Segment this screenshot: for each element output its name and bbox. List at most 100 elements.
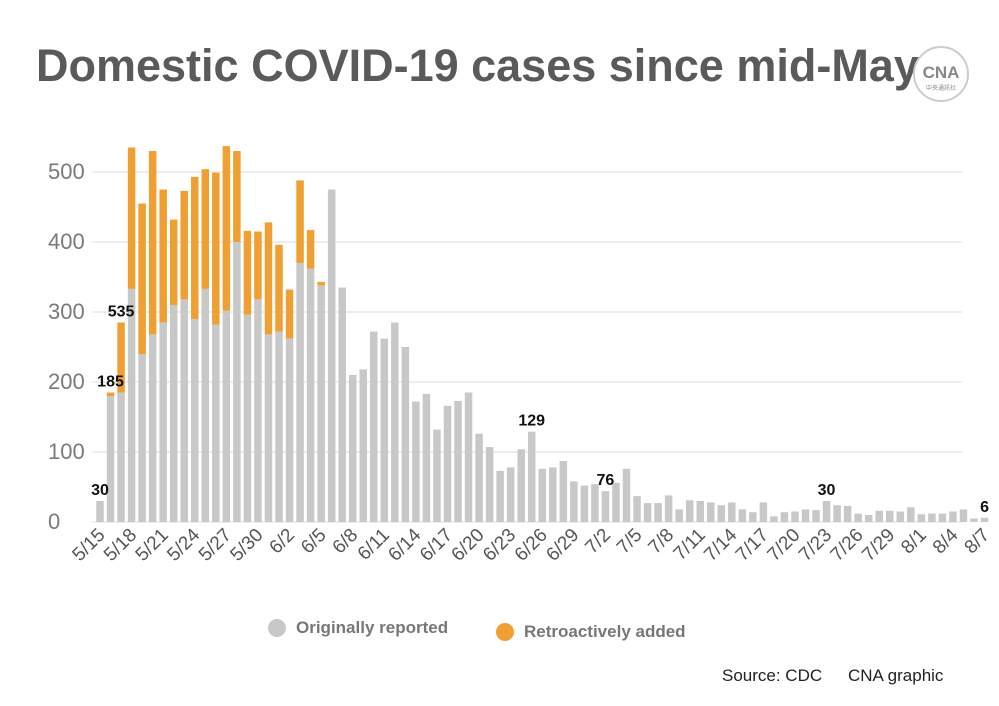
bar-original-6/11 xyxy=(380,338,389,522)
x-tick-label-6/26: 6/26 xyxy=(511,525,552,566)
legend-item-original: Originally reported xyxy=(268,618,448,638)
bar-original-6/1 xyxy=(275,331,283,522)
bar-original-6/27 xyxy=(549,467,557,522)
x-tick-label-7/23: 7/23 xyxy=(795,525,836,566)
bar-retro-6/3 xyxy=(296,180,304,263)
bar-retro-5/31 xyxy=(264,222,273,335)
data-label-5/15: 30 xyxy=(91,482,109,499)
bar-original-7/6 xyxy=(643,503,652,522)
bar-original-6/23 xyxy=(506,467,515,522)
bar-retro-6/1 xyxy=(275,244,283,332)
bar-original-6/20 xyxy=(475,433,483,522)
bar-original-6/7 xyxy=(338,287,346,522)
bar-original-7/1 xyxy=(591,484,599,522)
legend-label-retro: Retroactively added xyxy=(524,622,686,641)
bar-retro-5/27 xyxy=(222,146,231,311)
x-tick-label-6/17: 6/17 xyxy=(416,525,457,566)
bar-original-6/28 xyxy=(559,461,568,522)
data-label-5/17: 535 xyxy=(108,304,135,321)
bar-retro-6/2 xyxy=(285,289,294,339)
bar-original-7/18 xyxy=(770,516,778,522)
bar-original-6/4 xyxy=(306,268,315,522)
bar-original-6/15 xyxy=(422,393,431,522)
x-tick-label-7/17: 7/17 xyxy=(732,525,773,566)
legend-swatch-retro xyxy=(496,623,514,641)
x-tick-label-8/1: 8/1 xyxy=(897,525,931,559)
svg-text:中央通訊社: 中央通訊社 xyxy=(926,84,956,92)
bar-original-7/23 xyxy=(822,501,831,522)
bar-original-5/22 xyxy=(169,305,178,522)
bar-original-5/24 xyxy=(191,319,199,522)
bar-original-6/16 xyxy=(433,429,441,522)
x-tick-label-5/27: 5/27 xyxy=(195,525,236,566)
data-label-7/23: 30 xyxy=(818,482,836,499)
data-label-7/2: 76 xyxy=(597,472,615,489)
bar-original-8/6 xyxy=(970,518,978,522)
bar-original-6/3 xyxy=(296,263,304,522)
bar-retro-5/22 xyxy=(169,219,178,305)
bar-original-7/21 xyxy=(801,509,810,522)
bar-original-7/26 xyxy=(854,513,862,522)
bar-retro-5/29 xyxy=(243,230,252,315)
cna-logo: CNA 中央通訊社 xyxy=(913,46,969,102)
legend-swatch-original xyxy=(268,619,286,637)
bar-original-7/19 xyxy=(780,512,789,522)
data-label-5/16: 185 xyxy=(97,374,124,391)
bar-retro-6/4 xyxy=(306,230,315,269)
x-tick-label-6/2: 6/2 xyxy=(266,525,300,559)
bar-retro-5/24 xyxy=(191,176,199,319)
bar-original-7/29 xyxy=(886,510,894,522)
bar-original-7/4 xyxy=(622,468,631,522)
y-tick-label-0: 0 xyxy=(48,509,60,534)
bar-original-5/18 xyxy=(127,288,136,522)
bar-retro-5/20 xyxy=(148,151,157,335)
bar-retro-5/21 xyxy=(159,189,167,323)
x-tick-label-5/30: 5/30 xyxy=(226,525,267,566)
x-tick-label-8/4: 8/4 xyxy=(929,524,963,558)
bar-retro-5/26 xyxy=(212,172,220,325)
bar-original-7/13 xyxy=(717,505,726,522)
bar-original-7/24 xyxy=(833,505,841,522)
bar-original-7/12 xyxy=(706,502,715,522)
bar-original-5/27 xyxy=(222,310,231,522)
x-tick-label-5/15: 5/15 xyxy=(69,525,110,566)
bar-original-6/10 xyxy=(370,331,378,522)
bar-original-7/8 xyxy=(664,495,673,522)
y-tick-label-300: 300 xyxy=(48,299,85,324)
legend-label-original: Originally reported xyxy=(296,618,449,637)
bar-original-5/30 xyxy=(254,299,262,522)
bar-original-8/4 xyxy=(949,511,957,522)
bar-original-7/22 xyxy=(812,510,820,522)
bar-original-6/14 xyxy=(412,401,420,522)
bar-retro-5/19 xyxy=(138,203,146,354)
x-tick-label-6/14: 6/14 xyxy=(384,524,425,565)
bar-original-6/13 xyxy=(401,347,410,522)
bar-original-5/28 xyxy=(233,242,241,522)
x-tick-label-6/11: 6/11 xyxy=(354,525,394,565)
bar-original-5/29 xyxy=(243,314,252,522)
bar-original-8/5 xyxy=(959,509,968,522)
bar-original-7/27 xyxy=(864,515,873,522)
bar-original-6/18 xyxy=(454,400,462,522)
bar-original-5/15 xyxy=(96,501,104,522)
bar-original-7/7 xyxy=(654,503,662,522)
bar-original-7/11 xyxy=(696,501,704,522)
bar-retro-5/25 xyxy=(201,169,210,289)
x-tick-label-6/5: 6/5 xyxy=(297,525,331,559)
data-label-8/7: 6 xyxy=(980,499,989,516)
bar-original-7/31 xyxy=(907,507,915,522)
bar-original-6/17 xyxy=(443,405,452,522)
bar-retro-5/16 xyxy=(106,392,115,396)
x-tick-label-5/24: 5/24 xyxy=(163,524,204,565)
bar-original-5/16 xyxy=(106,396,115,522)
bar-original-7/15 xyxy=(738,509,747,522)
bar-original-7/16 xyxy=(749,512,757,522)
bar-original-6/19 xyxy=(464,392,473,522)
credit-note: CNA graphic xyxy=(848,666,944,685)
bar-original-7/17 xyxy=(759,502,768,522)
bar-original-6/22 xyxy=(496,470,504,522)
bar-original-7/28 xyxy=(875,510,883,522)
bar-original-8/3 xyxy=(938,513,947,522)
x-tick-label-7/20: 7/20 xyxy=(764,525,805,566)
